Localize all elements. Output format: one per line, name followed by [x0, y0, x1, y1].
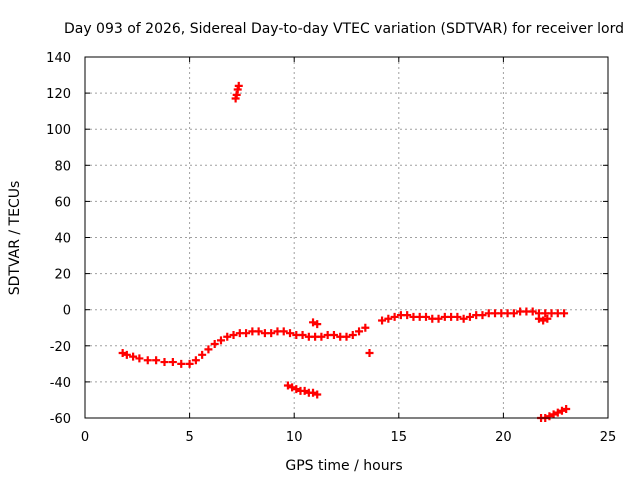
- y-tick-label: -40: [50, 376, 71, 391]
- series-outlier-high: [231, 81, 243, 103]
- y-tick-label: -20: [50, 340, 71, 355]
- data-point: [534, 314, 543, 323]
- data-point: [459, 314, 468, 323]
- data-point: [129, 352, 138, 361]
- y-tick-label: 80: [54, 159, 71, 174]
- data-point: [528, 307, 537, 316]
- data-point: [191, 356, 200, 365]
- x-tick-label: 20: [495, 430, 512, 445]
- data-point: [378, 316, 387, 325]
- data-point: [234, 81, 243, 90]
- data-point: [300, 386, 309, 395]
- y-tick-label: 120: [46, 87, 71, 102]
- data-point: [361, 323, 370, 332]
- data-point: [309, 318, 318, 327]
- data-marks: [118, 81, 571, 422]
- data-point: [434, 314, 443, 323]
- x-tick-label: 25: [600, 430, 617, 445]
- series-main-trace: [118, 323, 370, 368]
- data-point: [562, 404, 571, 413]
- data-point: [177, 359, 186, 368]
- y-tick-label: 20: [54, 268, 71, 283]
- data-point: [478, 311, 487, 320]
- data-point: [329, 330, 338, 339]
- data-point: [549, 410, 558, 419]
- data-point: [545, 412, 554, 421]
- data-point: [553, 408, 562, 417]
- data-point: [204, 345, 213, 354]
- gridlines: [85, 57, 608, 418]
- data-point: [143, 356, 152, 365]
- series-outlier-short: [309, 318, 322, 329]
- x-tick-label: 15: [391, 430, 408, 445]
- data-point: [283, 381, 292, 390]
- data-point: [254, 327, 263, 336]
- data-point: [286, 329, 295, 338]
- data-point: [216, 336, 225, 345]
- data-point: [122, 350, 131, 359]
- data-point: [453, 312, 462, 321]
- x-tick-label: 10: [286, 430, 303, 445]
- data-point: [560, 309, 569, 318]
- data-point: [465, 312, 474, 321]
- data-point: [317, 332, 326, 341]
- data-point: [309, 388, 318, 397]
- x-tick-label: 0: [81, 430, 89, 445]
- series-outlier-mid: [365, 349, 374, 358]
- y-axis-title: SDTVAR / TECUs: [7, 181, 23, 296]
- data-point: [313, 320, 322, 329]
- data-point: [342, 332, 351, 341]
- y-tick-label: 100: [46, 123, 71, 138]
- data-point: [384, 314, 393, 323]
- x-tick-label: 5: [185, 430, 193, 445]
- data-point: [539, 316, 548, 325]
- y-tick-label: 0: [63, 304, 71, 319]
- data-point: [279, 327, 288, 336]
- data-point: [152, 356, 161, 365]
- y-tick-label: 140: [46, 51, 71, 66]
- data-point: [390, 312, 399, 321]
- data-point: [355, 327, 364, 336]
- data-point: [135, 354, 144, 363]
- data-point: [543, 314, 552, 323]
- data-point: [118, 349, 127, 358]
- data-point: [267, 329, 276, 338]
- data-point: [160, 358, 169, 367]
- data-point: [403, 311, 412, 320]
- data-point: [288, 383, 297, 392]
- data-point: [168, 358, 177, 367]
- data-point: [365, 349, 374, 358]
- series-outlier-end: [537, 404, 571, 422]
- data-point: [223, 332, 232, 341]
- data-point: [509, 309, 518, 318]
- x-axis-title: GPS time / hours: [285, 458, 402, 474]
- data-point: [210, 339, 219, 348]
- data-point: [421, 312, 430, 321]
- data-point: [185, 359, 194, 368]
- data-point: [313, 390, 322, 399]
- data-point: [229, 330, 238, 339]
- y-tick-label: 60: [54, 195, 71, 210]
- series-outlier-low: [283, 381, 322, 399]
- axis-ticks: 0 5 10 15 20 25 -60 -40 -20 0 20 40 60 80 100 120 140: [46, 51, 616, 445]
- data-point: [348, 330, 357, 339]
- chart-title: Day 093 of 2026, Sidereal Day-to-day VTE…: [64, 21, 624, 37]
- data-point: [557, 406, 566, 415]
- y-tick-label: -60: [50, 412, 71, 427]
- data-point: [292, 385, 301, 394]
- series-dip-trace: [534, 314, 552, 325]
- y-tick-label: 40: [54, 232, 71, 247]
- data-point: [198, 350, 207, 359]
- data-point: [242, 329, 251, 338]
- data-point: [298, 330, 307, 339]
